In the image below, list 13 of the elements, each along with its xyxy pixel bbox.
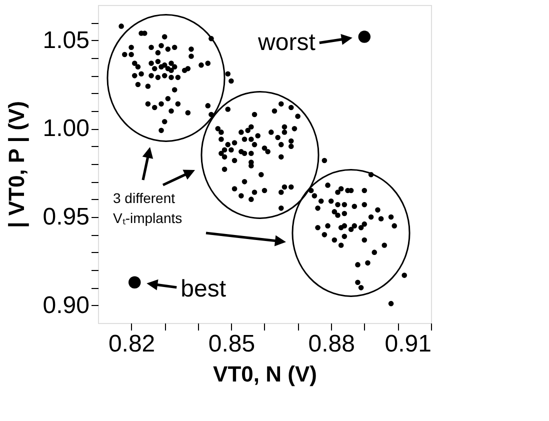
x-axis-title: VT0, N (V) (213, 362, 317, 386)
y-tick-label: 1.05 (42, 26, 90, 54)
y-tick-label: 0.90 (42, 292, 90, 319)
x-tick-label: 0.85 (208, 330, 256, 358)
y-tick-label: 1.00 (42, 115, 90, 142)
x-tick-label: 0.88 (308, 330, 355, 358)
annotation: 3 different Vₜ-implants (113, 190, 182, 226)
x-tick-label: 0.91 (384, 330, 432, 358)
annotation: best (180, 275, 226, 302)
y-axis-title: | VT0, P | (V) (4, 101, 29, 228)
y-tick-label: 0.95 (42, 204, 90, 230)
x-tick-label: 0.82 (108, 330, 156, 358)
annotation: worst (257, 28, 316, 56)
